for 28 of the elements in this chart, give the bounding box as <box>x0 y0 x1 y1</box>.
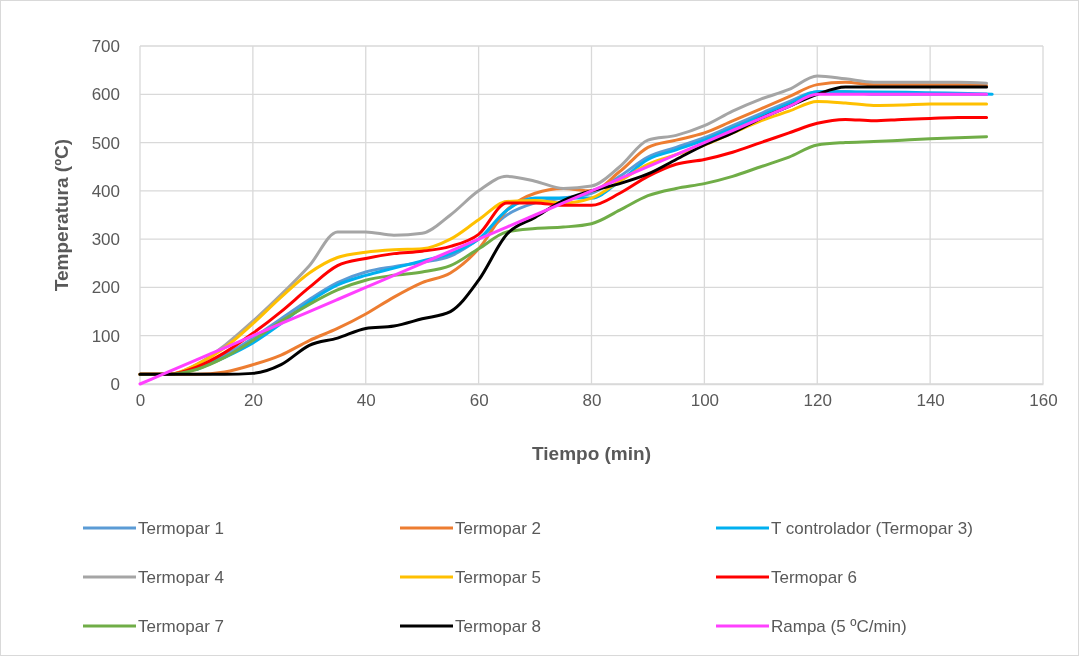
legend-label: T controlador (Termopar 3) <box>771 519 973 538</box>
x-tick-label: 80 <box>582 391 602 411</box>
x-tick-label: 20 <box>243 391 263 411</box>
x-tick-label: 160 <box>1029 391 1058 411</box>
y-tick-label: 300 <box>91 230 120 250</box>
y-tick-label: 100 <box>91 326 120 346</box>
y-tick-label: 500 <box>91 133 120 153</box>
x-tick-label: 60 <box>469 391 489 411</box>
x-tick-label: 140 <box>916 391 945 411</box>
y-tick-label: 0 <box>110 374 120 394</box>
y-tick-label: 600 <box>91 85 120 105</box>
y-tick-label: 700 <box>91 36 120 56</box>
legend-label: Termopar 2 <box>455 519 541 538</box>
legend-label: Termopar 6 <box>771 568 857 587</box>
legend-label: Termopar 1 <box>138 519 224 538</box>
x-tick-label: 0 <box>135 391 146 411</box>
x-tick-label: 100 <box>690 391 720 411</box>
legend-label: Termopar 8 <box>455 617 541 636</box>
x-tick-label: 40 <box>356 391 376 411</box>
legend-label: Termopar 4 <box>138 568 224 587</box>
y-tick-label: 200 <box>91 278 120 298</box>
legend-label: Termopar 7 <box>138 617 224 636</box>
y-tick-label: 400 <box>91 181 120 201</box>
x-tick-label: 120 <box>803 391 832 411</box>
x-axis-title: Tiempo (min) <box>532 443 651 464</box>
legend-label: Termopar 5 <box>455 568 541 587</box>
y-axis-title: Temperatura (ºC) <box>51 138 72 292</box>
legend-label: Rampa (5 ºC/min) <box>771 617 907 636</box>
